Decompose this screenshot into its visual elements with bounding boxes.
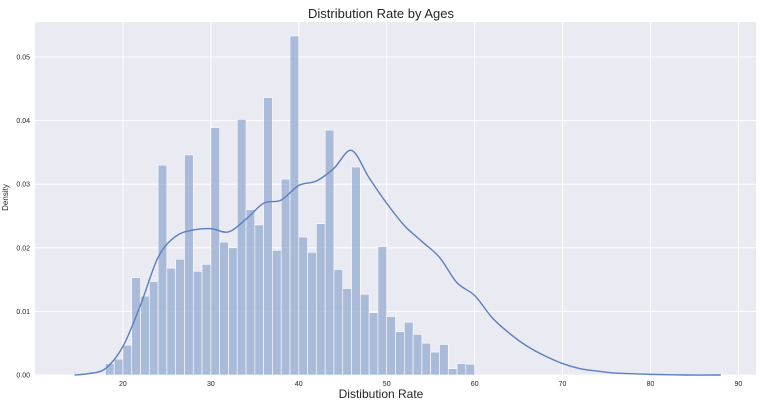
histogram-bar xyxy=(342,288,352,376)
y-tick-label: 0.02 xyxy=(16,245,30,252)
y-tick-label: 0.03 xyxy=(16,182,30,189)
histogram-bar xyxy=(456,363,467,376)
histogram-bar xyxy=(412,333,423,376)
x-tick-label: 60 xyxy=(471,381,479,388)
y-tick-label: 0.01 xyxy=(16,309,30,316)
x-axis-label: Distibution Rate xyxy=(338,387,424,401)
histogram-bar xyxy=(245,209,256,376)
histogram-bar xyxy=(236,119,247,376)
histogram-bar xyxy=(439,344,449,376)
histogram-bar xyxy=(324,129,335,376)
y-axis-label: Density xyxy=(0,184,10,211)
histogram-bar xyxy=(192,271,203,376)
histogram-bar xyxy=(447,368,458,376)
histogram-bar xyxy=(157,164,168,376)
histogram-bar xyxy=(175,258,185,376)
histogram-bar xyxy=(201,264,212,376)
histogram-bar xyxy=(280,178,291,376)
histogram-bar xyxy=(403,321,414,376)
histogram-bar xyxy=(140,295,150,376)
histogram-bar xyxy=(368,312,379,376)
histogram-bar xyxy=(395,331,405,376)
histogram-bar xyxy=(219,241,229,376)
histogram-bar xyxy=(166,267,176,376)
histogram-bar xyxy=(122,344,133,376)
histogram-bar xyxy=(421,342,431,376)
histogram-bar xyxy=(184,154,194,376)
histogram-bar xyxy=(210,127,220,376)
x-tick-label: 90 xyxy=(735,381,743,388)
histogram-bar xyxy=(316,223,326,376)
histogram-bar xyxy=(465,363,475,376)
histogram-bar xyxy=(149,281,159,376)
kde-curve xyxy=(74,149,721,376)
x-tick-label: 80 xyxy=(647,381,655,388)
x-tick-label: 50 xyxy=(383,381,391,388)
x-tick-label: 30 xyxy=(207,381,215,388)
histogram-bar xyxy=(333,269,344,376)
histogram-bar xyxy=(131,277,141,376)
histogram-bar xyxy=(263,97,273,376)
y-tick-label: 0.04 xyxy=(16,118,30,125)
histogram-bar xyxy=(307,251,317,376)
x-tick-label: 20 xyxy=(119,381,127,388)
histogram-bar xyxy=(386,316,396,376)
y-tick-label: 0.05 xyxy=(16,54,30,61)
histogram-bar xyxy=(430,351,440,376)
y-tick-label: 0.00 xyxy=(16,373,30,380)
histogram-bar xyxy=(298,236,308,376)
histogram-bar xyxy=(272,250,282,376)
histogram-bar xyxy=(254,224,264,376)
x-tick-label: 70 xyxy=(559,381,567,388)
histogram-bar xyxy=(289,35,300,376)
histogram-bar xyxy=(228,247,238,376)
histogram-bar xyxy=(360,293,370,376)
x-tick-label: 40 xyxy=(295,381,303,388)
histogram-bar xyxy=(113,358,124,376)
histogram-bar xyxy=(377,246,388,376)
histogram-bar xyxy=(351,166,361,376)
chart-title: Distribution Rate by Ages xyxy=(308,6,454,21)
